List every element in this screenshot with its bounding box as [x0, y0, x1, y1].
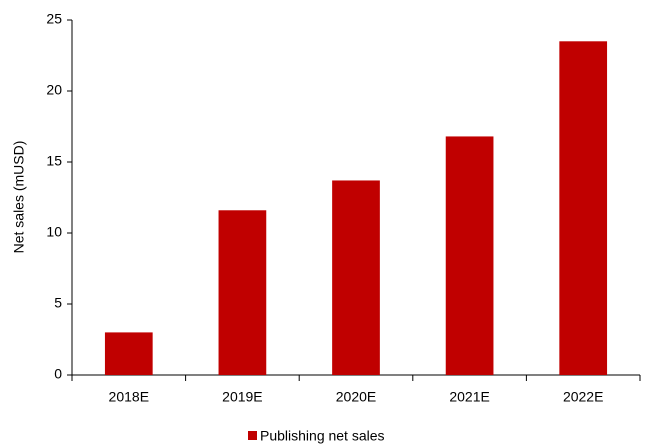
bar: [559, 41, 608, 376]
x-tick-label: 2020E: [336, 389, 376, 405]
y-tick-label: 20: [46, 82, 62, 98]
legend-swatch: [248, 431, 257, 440]
y-axis-label: Net sales (mUSD): [11, 141, 27, 254]
y-tick-label: 10: [46, 224, 62, 240]
legend-label: Publishing net sales: [260, 428, 385, 444]
y-tick-label: 5: [54, 295, 62, 311]
x-tick-label: 2018E: [109, 389, 149, 405]
x-tick-label: 2019E: [222, 389, 262, 405]
bar: [104, 332, 153, 375]
bar: [218, 210, 267, 375]
y-tick-label: 25: [46, 11, 62, 27]
y-tick-label: 15: [46, 153, 62, 169]
x-tick-label: 2022E: [563, 389, 603, 405]
bar: [445, 136, 494, 375]
bar: [332, 180, 380, 375]
x-tick-label: 2021E: [449, 389, 489, 405]
y-tick-label: 0: [54, 366, 62, 382]
